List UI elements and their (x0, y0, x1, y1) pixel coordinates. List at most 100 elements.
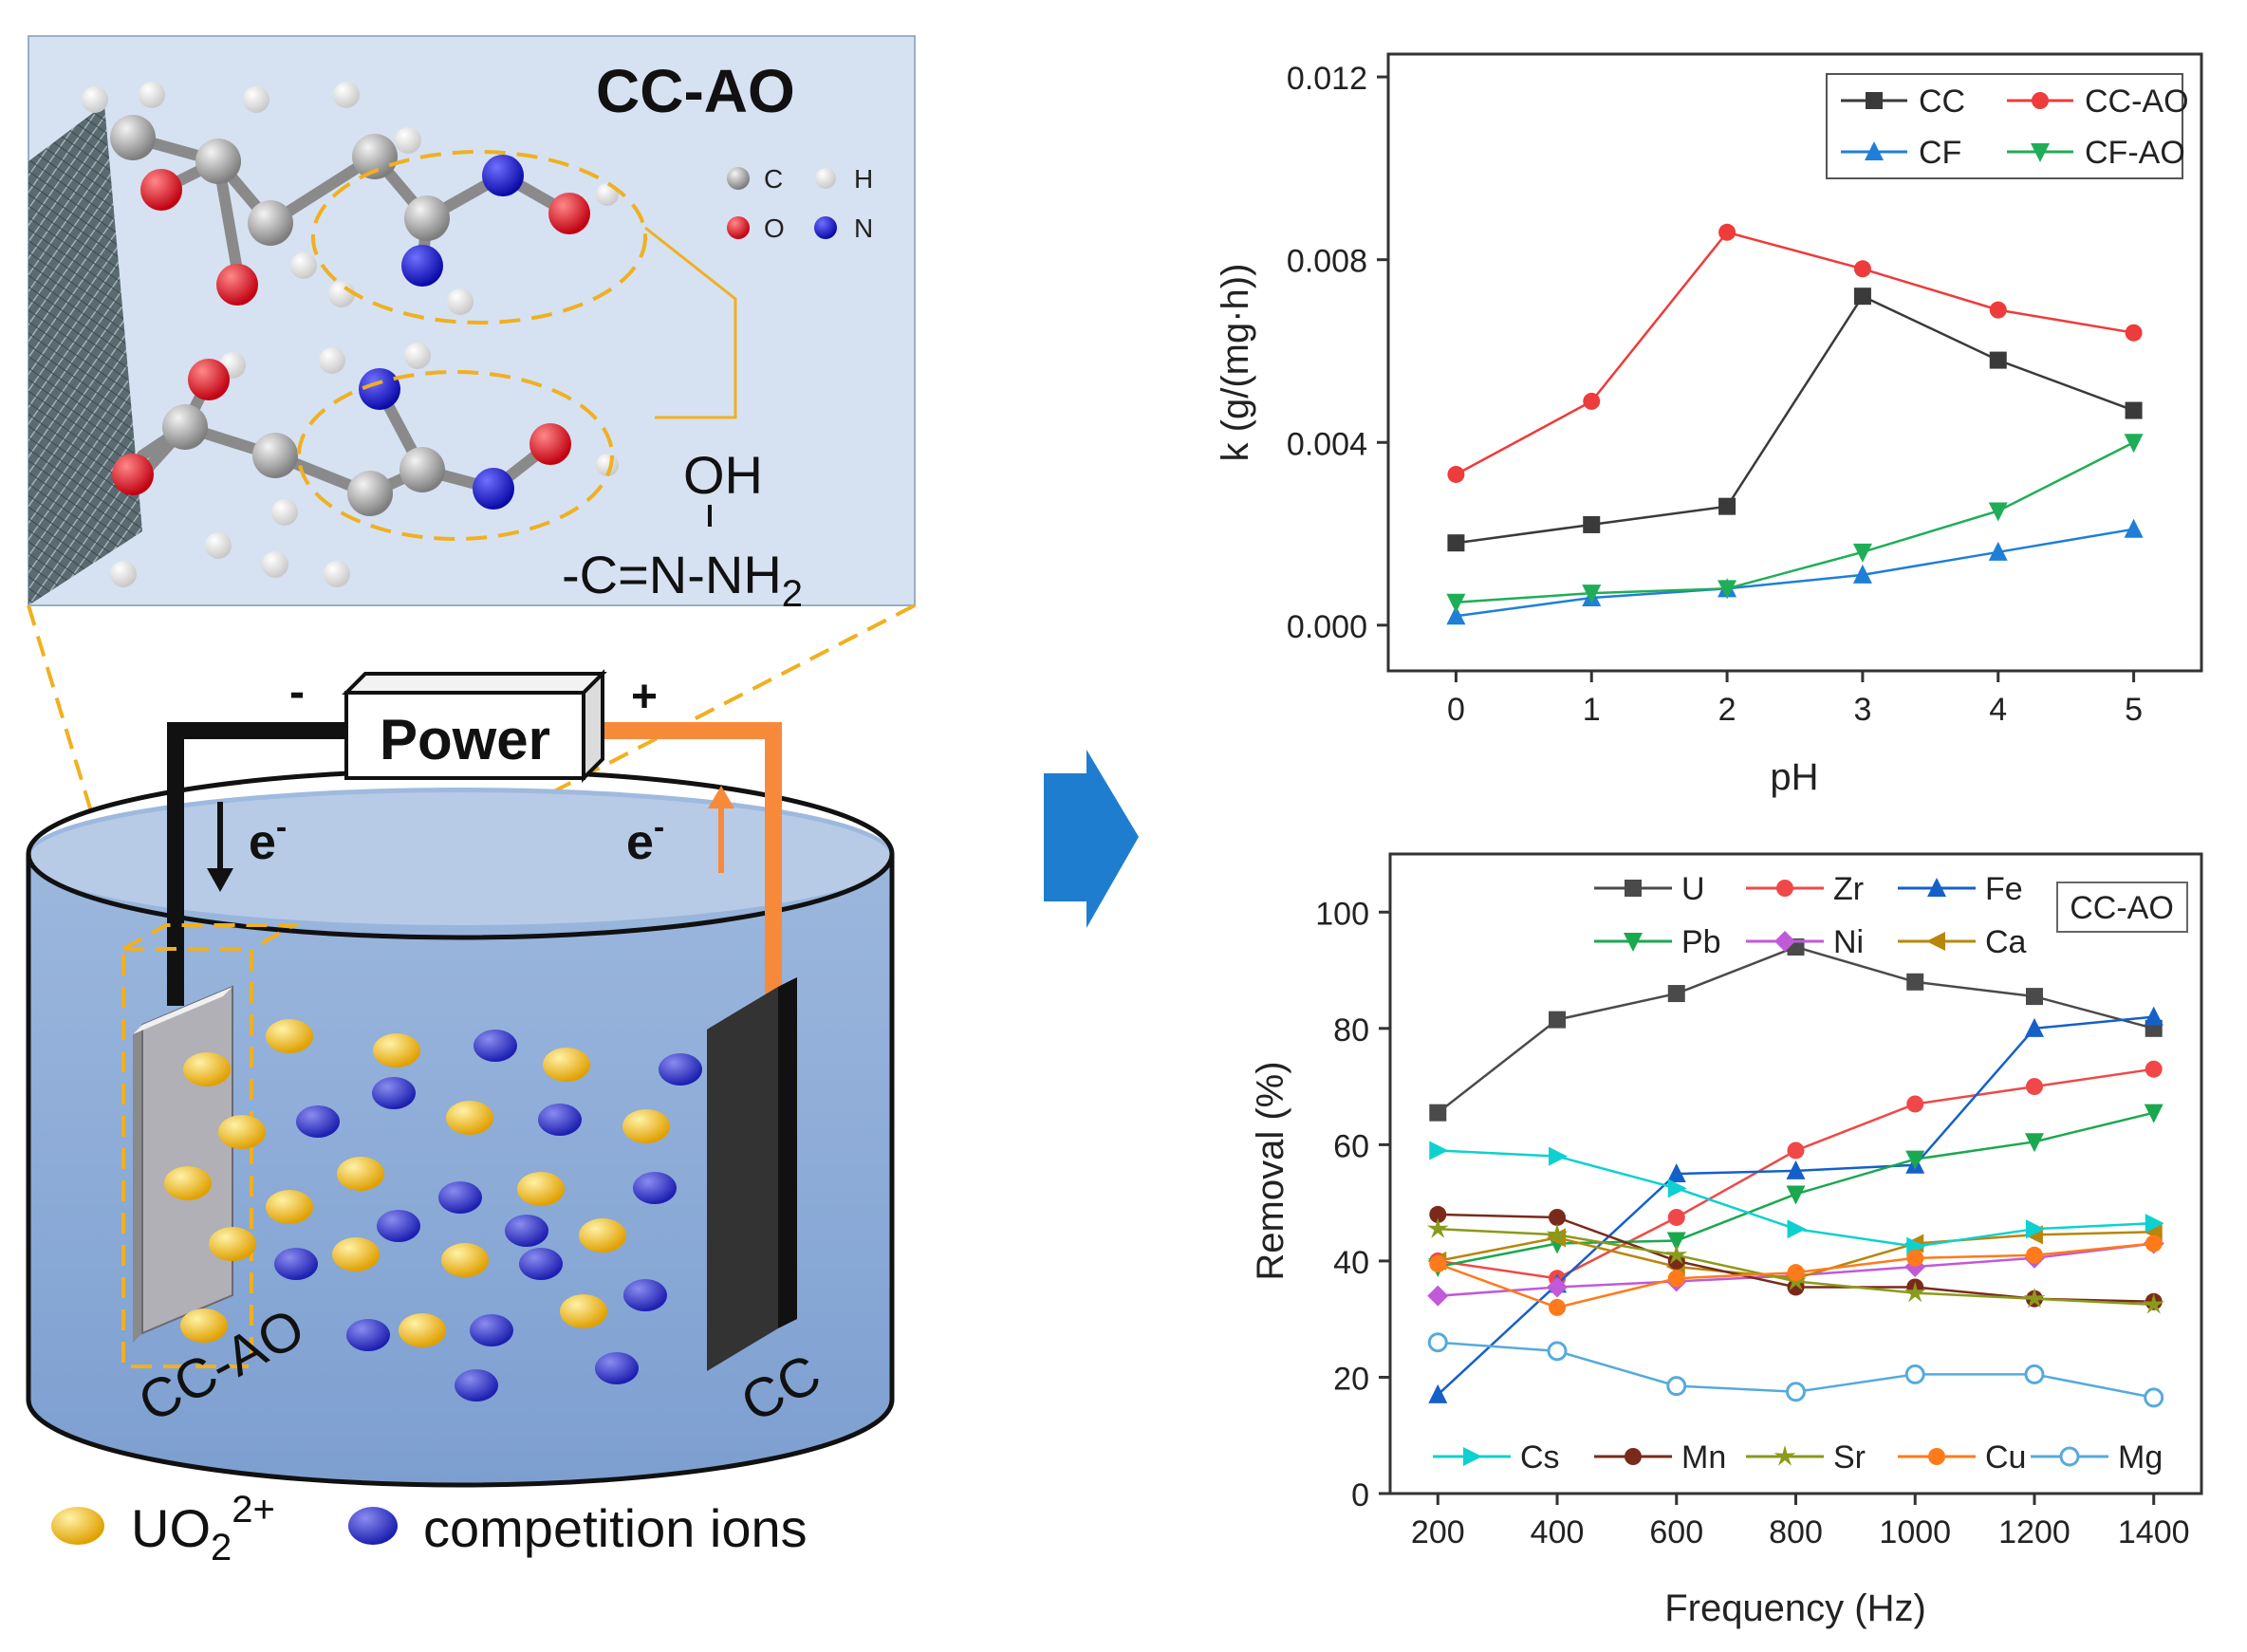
y-tick-label: 80 (1333, 1012, 1369, 1049)
competition-legend-swatch (348, 1507, 398, 1545)
competition-ion (296, 1105, 340, 1138)
legend-marker (2031, 143, 2050, 162)
chart1-y-axis-label: k (g/(mg·h)) (1215, 264, 1256, 462)
electron-charge: - (276, 809, 287, 845)
molecule-title: CC-AO (596, 57, 795, 125)
series-line (1455, 231, 2134, 476)
uranyl-ion (399, 1313, 446, 1347)
electrode-highlight-box (121, 947, 253, 1368)
data-point (1666, 1163, 1686, 1182)
data-point (2124, 518, 2144, 538)
y-tick-label: 100 (1315, 896, 1369, 932)
hydrogen-atom (110, 561, 137, 587)
data-point (1582, 585, 1602, 604)
legend-label: CF-AO (2085, 135, 2185, 171)
electron-symbol: e (626, 815, 654, 870)
legend-marker (2059, 1446, 2080, 1467)
legend-item-cu: Cu (1898, 1439, 2026, 1476)
data-point (1666, 1376, 1687, 1397)
x-tick-label: 2 (1718, 692, 1736, 728)
hydrogen-atom (262, 551, 288, 578)
hydrogen-atom (290, 252, 317, 279)
data-point (1667, 1179, 1687, 1198)
legend-marker (1776, 880, 1793, 897)
hydrogen-atom (395, 127, 421, 154)
legend-item-u: U (1594, 871, 1705, 907)
uranyl-ion (579, 1218, 626, 1253)
atom-legend-swatch (814, 216, 837, 239)
competition-ion (455, 1369, 498, 1401)
competition-legend-label: competition ions (423, 1498, 808, 1558)
legend-label: CC-AO (2085, 84, 2189, 120)
power-box (344, 691, 585, 780)
x-tick-label: 4 (1989, 692, 2007, 728)
y-tick-label: 60 (1333, 1128, 1369, 1164)
competition-ion (274, 1248, 318, 1280)
hydrogen-atom (205, 532, 232, 559)
data-point (1988, 541, 2008, 561)
y-tick-label: 0.012 (1287, 61, 1367, 97)
legend-marker (1928, 1448, 1945, 1465)
legend-marker (1624, 933, 1643, 952)
competition-ion (372, 1077, 416, 1109)
legend-marker (1774, 931, 1795, 952)
uranyl-ion (622, 1109, 670, 1143)
power-label: Power (380, 708, 550, 771)
data-point (1549, 1146, 1569, 1166)
competition-ion (623, 1279, 667, 1311)
hydrogen-atom (404, 343, 431, 369)
legend-label: Fe (1985, 871, 2023, 907)
x-tick-label: 1400 (2118, 1514, 2190, 1550)
series-cc (1447, 288, 2143, 552)
competition-ion (595, 1352, 639, 1384)
uranyl-ion (543, 1048, 590, 1082)
legend-item-fe: Fe (1898, 871, 2023, 907)
data-point (1903, 1281, 1926, 1303)
uranyl-ion (446, 1101, 493, 1135)
legend-item-cs: Cs (1433, 1439, 1560, 1476)
data-point (1852, 543, 1872, 563)
atom-legend-swatch (815, 168, 836, 189)
legend-item-ca: Ca (1898, 924, 2027, 960)
data-point (1988, 502, 2008, 522)
competition-ion (474, 1030, 517, 1062)
data-point (1905, 1150, 1925, 1170)
carbon-atom (252, 433, 298, 478)
data-point (1853, 288, 1871, 306)
oxygen-atom (112, 454, 154, 495)
data-point (1718, 580, 1737, 600)
formula-chain: -C=N-NH2 (562, 545, 803, 615)
data-point (2144, 1006, 2163, 1026)
data-point (2025, 1246, 2043, 1264)
oxygen-atom (188, 359, 230, 400)
data-point (1786, 1160, 1806, 1179)
carbon-atom (110, 115, 156, 160)
x-tick-label: 0 (1447, 692, 1465, 728)
competition-ion (538, 1104, 582, 1136)
data-point (2124, 434, 2144, 454)
data-point (1547, 1341, 1568, 1362)
atom-legend-swatch (727, 167, 750, 190)
data-point (2125, 324, 2143, 342)
data-point (1447, 534, 1465, 552)
legend-marker (2032, 92, 2049, 109)
data-point (1787, 1142, 1805, 1160)
series-cc-ao (1447, 223, 2143, 483)
positive-terminal-label: + (631, 672, 658, 722)
series-cf-ao (1446, 434, 2144, 613)
electrode-cc-ao-top (133, 987, 232, 1034)
uranyl-legend-swatch (51, 1507, 104, 1545)
chart1-x-axis-label: pH (1770, 756, 1818, 798)
legend-marker (1625, 1448, 1642, 1465)
uranyl-ion (441, 1243, 489, 1277)
data-point (1989, 301, 2007, 319)
data-point (1446, 605, 1466, 625)
data-point (2025, 1078, 2043, 1096)
series-cf (1446, 518, 2144, 625)
legend-label: Pb (1681, 924, 1721, 960)
formula-subscript: 2 (782, 573, 803, 615)
chart2-annotation: CC-AO (2070, 890, 2174, 926)
data-point (2023, 1287, 2046, 1309)
legend-label: CC (1919, 84, 1965, 120)
carbon-atom (162, 404, 208, 450)
